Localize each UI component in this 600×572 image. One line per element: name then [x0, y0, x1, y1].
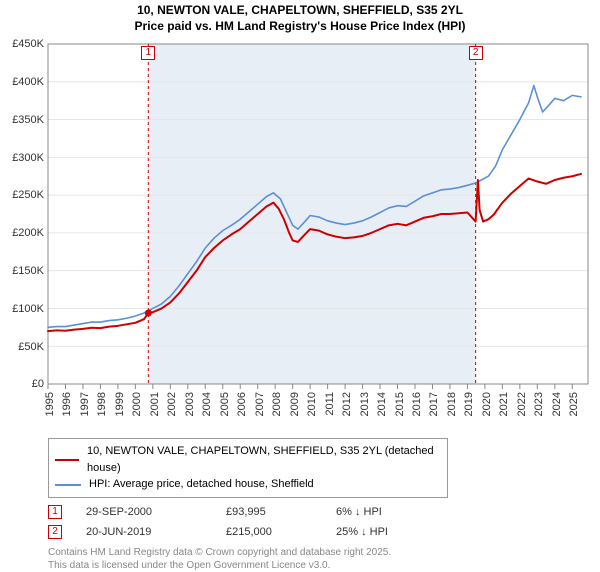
y-tick-label: £150K [2, 265, 44, 277]
y-tick-label: £250K [2, 189, 44, 201]
x-tick-label: 1999 [114, 392, 126, 416]
x-tick-label: 1995 [44, 392, 56, 416]
sale-date: 29-SEP-2000 [86, 506, 226, 518]
y-tick-label: £450K [2, 38, 44, 50]
x-tick-label: 2003 [184, 392, 196, 416]
chart-container: 10, NEWTON VALE, CHAPELTOWN, SHEFFIELD, … [0, 0, 600, 560]
y-tick-label: £300K [2, 152, 44, 164]
x-tick-label: 2007 [254, 392, 266, 416]
sale-marker-2: 2 [469, 46, 483, 60]
x-tick-label: 2023 [533, 392, 545, 416]
x-tick-label: 2017 [428, 392, 440, 416]
x-tick-label: 2020 [481, 392, 493, 416]
x-tick-label: 2009 [289, 392, 301, 416]
sale-marker-1: 1 [141, 46, 155, 60]
sale-row-marker: 1 [48, 505, 62, 519]
legend: 10, NEWTON VALE, CHAPELTOWN, SHEFFIELD, … [48, 438, 448, 498]
legend-item-hpi: HPI: Average price, detached house, Shef… [55, 476, 441, 493]
y-tick-label: £100K [2, 303, 44, 315]
sale-row-marker: 2 [48, 525, 62, 539]
x-tick-label: 2005 [219, 392, 231, 416]
x-tick-label: 2010 [306, 392, 318, 416]
x-tick-label: 2002 [166, 392, 178, 416]
attribution-line-2: This data is licensed under the Open Gov… [48, 559, 600, 572]
legend-label-hpi: HPI: Average price, detached house, Shef… [89, 476, 314, 493]
x-tick-label: 1998 [96, 392, 108, 416]
legend-item-property: 10, NEWTON VALE, CHAPELTOWN, SHEFFIELD, … [55, 443, 441, 476]
x-tick-label: 2019 [463, 392, 475, 416]
x-tick-label: 2000 [131, 392, 143, 416]
chart-svg [0, 34, 600, 434]
x-tick-label: 2008 [271, 392, 283, 416]
x-tick-label: 1996 [61, 392, 73, 416]
x-tick-label: 2012 [341, 392, 353, 416]
x-tick-label: 2013 [359, 392, 371, 416]
legend-swatch-property [55, 459, 79, 461]
attribution: Contains HM Land Registry data © Crown c… [48, 546, 600, 572]
x-tick-label: 2018 [446, 392, 458, 416]
sale-date: 20-JUN-2019 [86, 526, 226, 538]
sale-pct: 6% ↓ HPI [336, 506, 456, 518]
y-tick-label: £350K [2, 114, 44, 126]
x-tick-label: 1997 [79, 392, 91, 416]
y-tick-label: £200K [2, 227, 44, 239]
y-tick-label: £0 [2, 378, 44, 390]
title-line-1: 10, NEWTON VALE, CHAPELTOWN, SHEFFIELD, … [0, 2, 600, 18]
x-tick-label: 2014 [376, 392, 388, 416]
legend-label-property: 10, NEWTON VALE, CHAPELTOWN, SHEFFIELD, … [87, 443, 441, 476]
sale-price: £215,000 [226, 526, 336, 538]
y-tick-label: £50K [2, 341, 44, 353]
x-tick-label: 2011 [324, 392, 336, 416]
x-tick-label: 2021 [498, 392, 510, 416]
sale-pct: 25% ↓ HPI [336, 526, 456, 538]
x-tick-label: 2016 [411, 392, 423, 416]
sale-price: £93,995 [226, 506, 336, 518]
attribution-line-1: Contains HM Land Registry data © Crown c… [48, 546, 600, 559]
chart-title: 10, NEWTON VALE, CHAPELTOWN, SHEFFIELD, … [0, 0, 600, 34]
x-tick-label: 2024 [551, 392, 563, 416]
legend-swatch-hpi [55, 484, 81, 486]
x-tick-label: 2015 [394, 392, 406, 416]
chart-plot-area: £0 £50K £100K £150K £200K £250K £300K £350K £400… [0, 34, 600, 434]
x-tick-label: 2025 [568, 392, 580, 416]
sales-table: 1 29-SEP-2000£93,9956% ↓ HPI 2 20-JUN-2019£… [48, 502, 600, 542]
title-line-2: Price paid vs. HM Land Registry's House … [0, 18, 600, 34]
sale-row: 2 20-JUN-2019£215,00025% ↓ HPI [48, 522, 600, 542]
y-tick-label: £400K [2, 76, 44, 88]
x-tick-label: 2001 [149, 392, 161, 416]
x-tick-label: 2004 [201, 392, 213, 416]
x-tick-label: 2022 [516, 392, 528, 416]
x-tick-label: 2006 [236, 392, 248, 416]
sale-row: 1 29-SEP-2000£93,9956% ↓ HPI [48, 502, 600, 522]
